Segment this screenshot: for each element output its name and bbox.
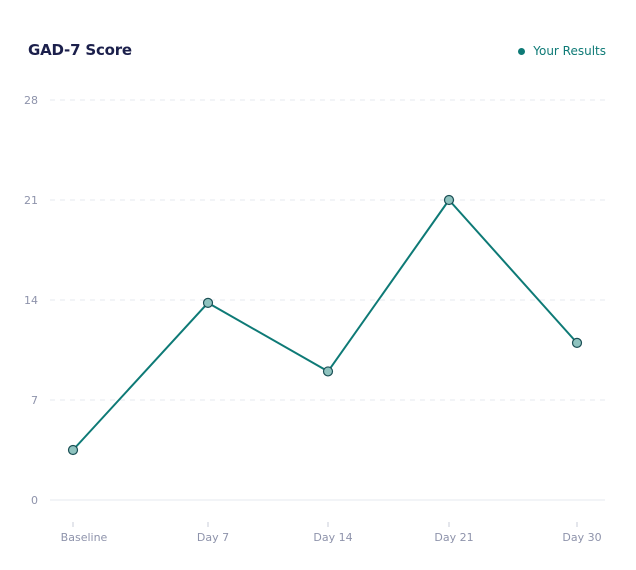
x-tick-label: Day 21 bbox=[434, 531, 473, 544]
chart-title: GAD-7 Score bbox=[28, 41, 132, 59]
legend-marker bbox=[518, 47, 526, 55]
legend-label: Your Results bbox=[533, 44, 606, 58]
series-line bbox=[72, 199, 578, 451]
x-tick-label: Day 30 bbox=[562, 531, 601, 544]
y-tick-label: 21 bbox=[24, 194, 38, 207]
x-tick-label: Baseline bbox=[61, 531, 108, 544]
y-tick-label: 0 bbox=[31, 494, 38, 507]
data-point bbox=[67, 444, 79, 456]
data-point bbox=[322, 366, 334, 377]
x-tick-label: Day 7 bbox=[197, 531, 229, 544]
x-tick-label: Day 14 bbox=[313, 531, 352, 544]
y-tick-label: 14 bbox=[24, 294, 38, 307]
data-point bbox=[443, 194, 455, 206]
data-point bbox=[202, 297, 214, 308]
y-tick-label: 7 bbox=[31, 394, 38, 407]
y-tick-label: 28 bbox=[24, 94, 38, 107]
data-point bbox=[571, 337, 583, 348]
legend: Your Results bbox=[518, 44, 606, 58]
